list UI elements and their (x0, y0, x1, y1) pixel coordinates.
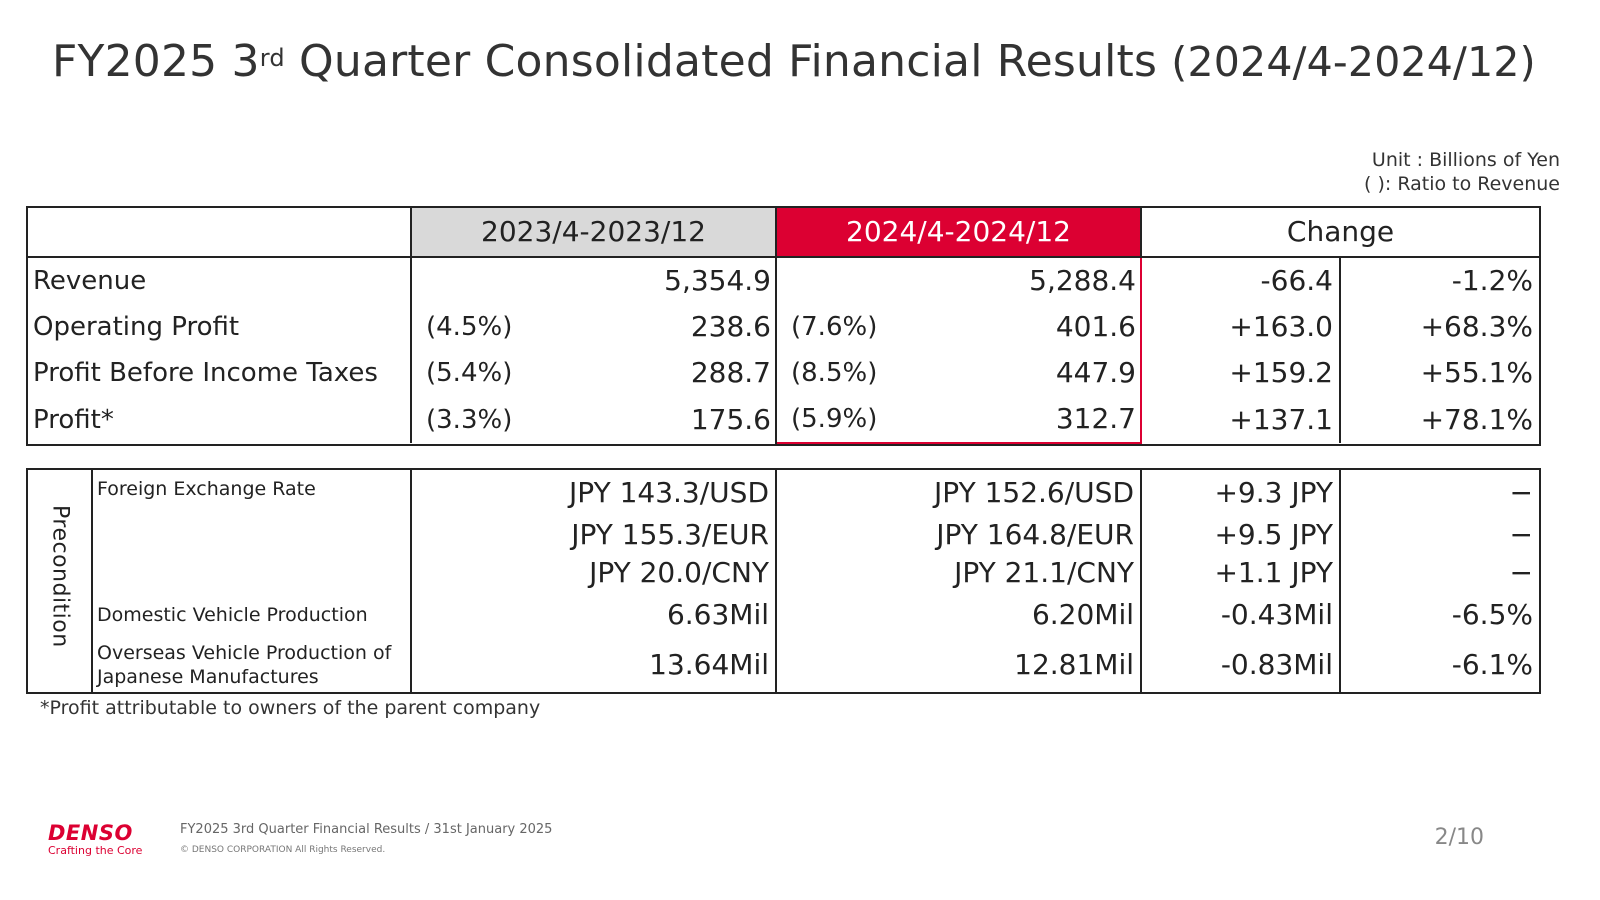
prev-value: 175.6 (527, 396, 777, 443)
logo-brand: DENSO (48, 821, 133, 845)
change-amount: +137.1 (1141, 396, 1341, 443)
change-amount: +9.5 JPY (1141, 516, 1341, 554)
title-rest: Quarter Consolidated Financial Results (284, 36, 1172, 87)
row-label: Foreign Exchange Rate (92, 470, 412, 516)
curr-value: JPY 164.8/EUR (776, 516, 1142, 554)
prev-value: JPY 155.3/EUR (411, 516, 777, 554)
table-row: JPY 155.3/EUR JPY 164.8/EUR +9.5 JPY − (28, 516, 1539, 554)
header-blank-cell (28, 208, 412, 258)
denso-logo: DENSO Crafting the Core (48, 822, 142, 858)
change-amount: -66.4 (1141, 257, 1341, 304)
prev-value: 288.7 (527, 350, 777, 396)
results-header-row: 2023/4-2023/12 2024/4-2024/12 Change (28, 208, 1540, 258)
unit-note: Unit : Billions of Yen ( ): Ratio to Rev… (1364, 148, 1560, 196)
results-table: 2023/4-2023/12 2024/4-2024/12 Change Rev… (25, 206, 1542, 446)
row-label: Profit Before Income Taxes (28, 350, 412, 396)
precondition-label-text: Precondition (47, 504, 73, 648)
change-amount: +159.2 (1141, 350, 1341, 396)
row-label (92, 516, 412, 554)
footnote: *Profit attributable to owners of the pa… (40, 697, 541, 719)
curr-value: JPY 152.6/USD (776, 470, 1142, 516)
header-change: Change (1139, 208, 1540, 258)
title-main: FY2025 3 (52, 36, 260, 87)
curr-ratio: (7.6%) (775, 304, 892, 350)
header-curr-period: 2024/4-2024/12 (776, 208, 1141, 258)
footer-doc-title: FY2025 3rd Quarter Financial Results / 3… (180, 822, 553, 837)
footer-copyright: © DENSO CORPORATION All Rights Reserved. (180, 845, 386, 855)
change-percent: +68.3% (1420, 310, 1534, 343)
change-percent: +78.1% (1420, 402, 1534, 436)
prev-ratio (411, 257, 527, 304)
change-percent: -6.1% (1451, 648, 1533, 681)
prev-ratio: (4.5%) (426, 312, 513, 342)
ratio-note-line: ( ): Ratio to Revenue (1364, 173, 1560, 195)
row-label: Operating Profit (28, 304, 412, 350)
change-percent: -6.5% (1451, 598, 1533, 631)
change-percent: +55.1% (1420, 356, 1534, 389)
prev-value: JPY 143.3/USD (411, 470, 777, 516)
change-amount: +1.1 JPY (1141, 554, 1341, 592)
table-row: Domestic Vehicle Production 6.63Mil 6.20… (28, 592, 1539, 638)
table-row: Profit* (3.3%) 175.6 (5.9%) 312.7 +137.1… (28, 396, 1539, 444)
row-label: Revenue (28, 257, 412, 304)
change-percent: − (1509, 476, 1533, 509)
curr-value: 5,288.4 (892, 257, 1142, 304)
curr-value: 401.6 (892, 304, 1142, 350)
table-row: JPY 20.0/CNY JPY 21.1/CNY +1.1 JPY − (28, 554, 1539, 592)
change-amount: -0.43Mil (1141, 592, 1341, 638)
logo-tagline: Crafting the Core (48, 844, 143, 857)
table-row: Revenue 5,354.9 5,288.4 -66.4 -1.2% (28, 257, 1539, 304)
change-amount: -0.83Mil (1141, 638, 1341, 692)
curr-value: 447.9 (892, 350, 1142, 396)
prev-value: 6.63Mil (411, 592, 777, 638)
table-row: Operating Profit (4.5%) 238.6 (7.6%) 401… (28, 304, 1539, 350)
prev-ratio: (5.4%) (426, 358, 513, 388)
table-row: Overseas Vehicle Production of Japanese … (28, 638, 1539, 692)
row-label: Profit* (28, 396, 412, 443)
change-percent: − (1509, 556, 1533, 589)
curr-ratio: (5.9%) (775, 396, 892, 444)
change-percent: -1.2% (1451, 264, 1534, 297)
title-range: (2024/4-2024/12) (1171, 38, 1536, 86)
curr-ratio (775, 257, 892, 304)
change-percent: − (1509, 518, 1533, 551)
change-amount: +163.0 (1141, 304, 1341, 350)
curr-value: 6.20Mil (776, 592, 1142, 638)
prev-value: 238.6 (527, 304, 777, 350)
prev-value: 5,354.9 (527, 257, 777, 304)
prev-ratio: (3.3%) (426, 404, 513, 435)
curr-value: 312.7 (892, 396, 1142, 444)
unit-line: Unit : Billions of Yen (1371, 149, 1560, 171)
table-row: Profit Before Income Taxes (5.4%) 288.7 … (28, 350, 1539, 396)
precondition-table: Precondition Foreign Exchange Rate JPY 1… (26, 468, 1541, 694)
precondition-side-label: Precondition (28, 470, 93, 692)
change-amount: +9.3 JPY (1141, 470, 1341, 516)
title-superscript: rd (259, 44, 285, 72)
page-number: 2/10 (1434, 825, 1484, 850)
row-label (92, 554, 412, 592)
curr-value: JPY 21.1/CNY (776, 554, 1142, 592)
page-title: FY2025 3rd Quarter Consolidated Financia… (52, 34, 1536, 90)
table-row: Precondition Foreign Exchange Rate JPY 1… (28, 470, 1539, 692)
prev-value: 13.64Mil (411, 638, 777, 692)
row-label: Overseas Vehicle Production of Japanese … (92, 638, 412, 692)
curr-value: 12.81Mil (776, 638, 1142, 692)
prev-value: JPY 20.0/CNY (411, 554, 777, 592)
header-prev-period: 2023/4-2023/12 (411, 208, 777, 258)
row-label: Domestic Vehicle Production (92, 592, 412, 638)
curr-ratio: (8.5%) (775, 350, 892, 396)
